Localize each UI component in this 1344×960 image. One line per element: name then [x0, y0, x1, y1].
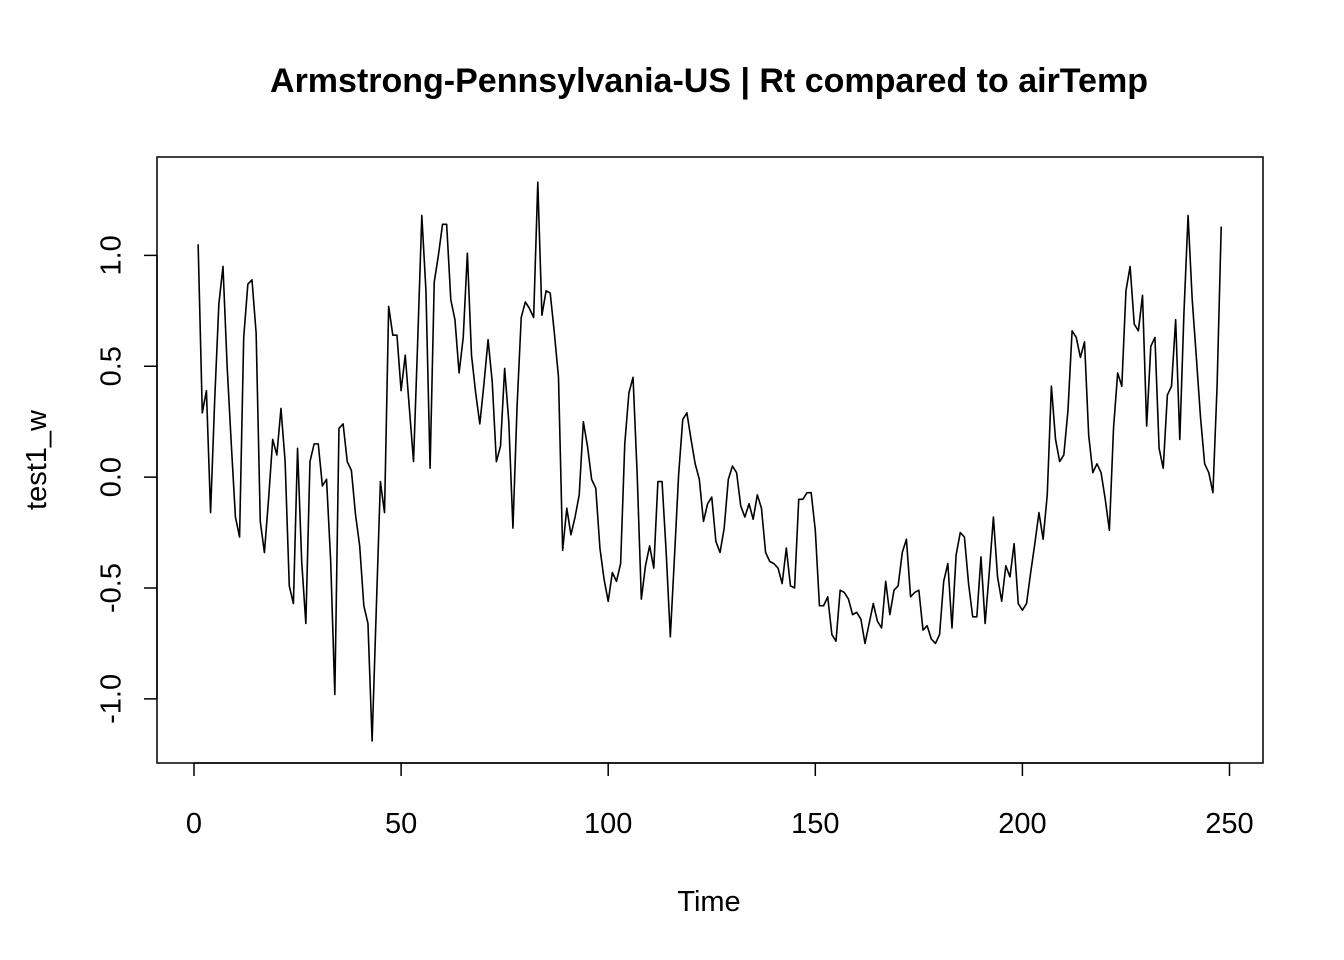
y-tick-label: 1.0 [96, 235, 128, 275]
x-tick-label: 200 [998, 808, 1046, 840]
plot-frame [156, 156, 1264, 764]
y-tick-label: -0.5 [96, 563, 128, 613]
y-tick-label: -1.0 [96, 674, 128, 724]
x-tick-label: 100 [584, 808, 632, 840]
x-tick-label: 250 [1205, 808, 1253, 840]
y-axis: -1.0 -0.5 0.0 0.5 1.0 [96, 235, 158, 724]
data-points [198, 182, 1222, 742]
x-tick-label: 150 [791, 808, 839, 840]
series-line [197, 181, 1223, 742]
y-axis-label: test1_w [21, 409, 53, 510]
x-tick-label: 50 [385, 808, 417, 840]
x-axis: 0 50 100 150 200 250 [186, 762, 1254, 840]
chart-title: Armstrong-Pennsylvania-US | Rt compared … [270, 62, 1148, 100]
y-tick-label: 0.5 [96, 346, 128, 386]
x-tick-label: 0 [186, 808, 202, 840]
y-tick-label: 0.0 [96, 457, 128, 497]
x-axis-label: Time [677, 886, 740, 918]
